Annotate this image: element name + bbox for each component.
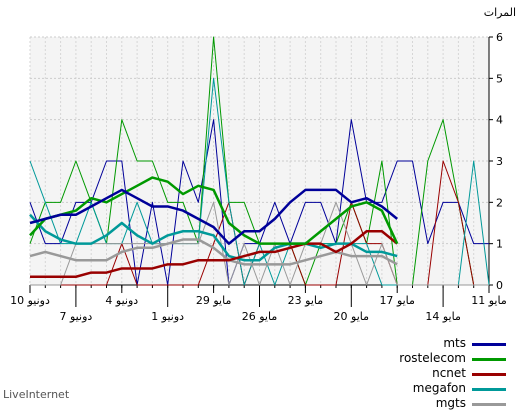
- y-axis-label: المرات: [483, 6, 516, 19]
- x-tick-label: 29 مايو: [196, 294, 232, 307]
- x-tick-label: 17 مايو: [379, 294, 415, 307]
- x-tick-label: 4 دونيو: [105, 294, 138, 307]
- legend-label: ncnet: [432, 366, 466, 380]
- legend-swatch: [472, 388, 506, 391]
- x-tick-label: 10 دونيو: [10, 294, 50, 307]
- legend-item-mts: mts: [336, 336, 506, 351]
- series-trend-megafon: [29, 213, 398, 262]
- x-tick-label: 7 دونيو: [60, 310, 93, 323]
- legend-label: megafon: [412, 381, 466, 395]
- legend-label: mgts: [435, 396, 466, 410]
- series-trend-ncnet: [30, 230, 398, 278]
- legend-label: mts: [443, 336, 466, 350]
- legend-swatch: [472, 358, 506, 361]
- x-tick-label: 14 مايو: [425, 310, 461, 323]
- x-tick-label: 23 مايو: [288, 294, 324, 307]
- y-tick-label: 4: [496, 114, 503, 127]
- y-tick-label: 2: [496, 196, 503, 209]
- series-trend-mts: [29, 188, 398, 245]
- legend-item-megafon: megafon: [336, 381, 506, 396]
- series-line-mgts: [30, 201, 489, 286]
- y-tick-label: 5: [496, 72, 503, 85]
- x-tick-label: 26 مايو: [242, 310, 278, 323]
- x-tick-label: 11 مايو: [471, 294, 507, 307]
- y-tick-label: 6: [496, 31, 503, 44]
- legend-item-rostelecom: rostelecom: [336, 351, 506, 366]
- legend-item-ncnet: ncnet: [336, 366, 506, 381]
- legend-item-mgts: mgts: [336, 396, 506, 411]
- legend: mts rostelecom ncnet megafon mgts: [336, 336, 506, 411]
- x-tick-label: 1 دونيو: [151, 310, 184, 323]
- series-trend-rostelecom: [29, 176, 399, 245]
- legend-swatch: [472, 373, 506, 376]
- y-tick-label: 0: [496, 279, 503, 292]
- x-tick-label: 20 مايو: [334, 310, 370, 323]
- y-tick-label: 3: [496, 155, 503, 168]
- y-tick-label: 1: [496, 238, 503, 251]
- legend-label: rostelecom: [399, 351, 466, 365]
- footer-brand: LiveInternet: [3, 388, 70, 401]
- legend-swatch: [472, 343, 506, 346]
